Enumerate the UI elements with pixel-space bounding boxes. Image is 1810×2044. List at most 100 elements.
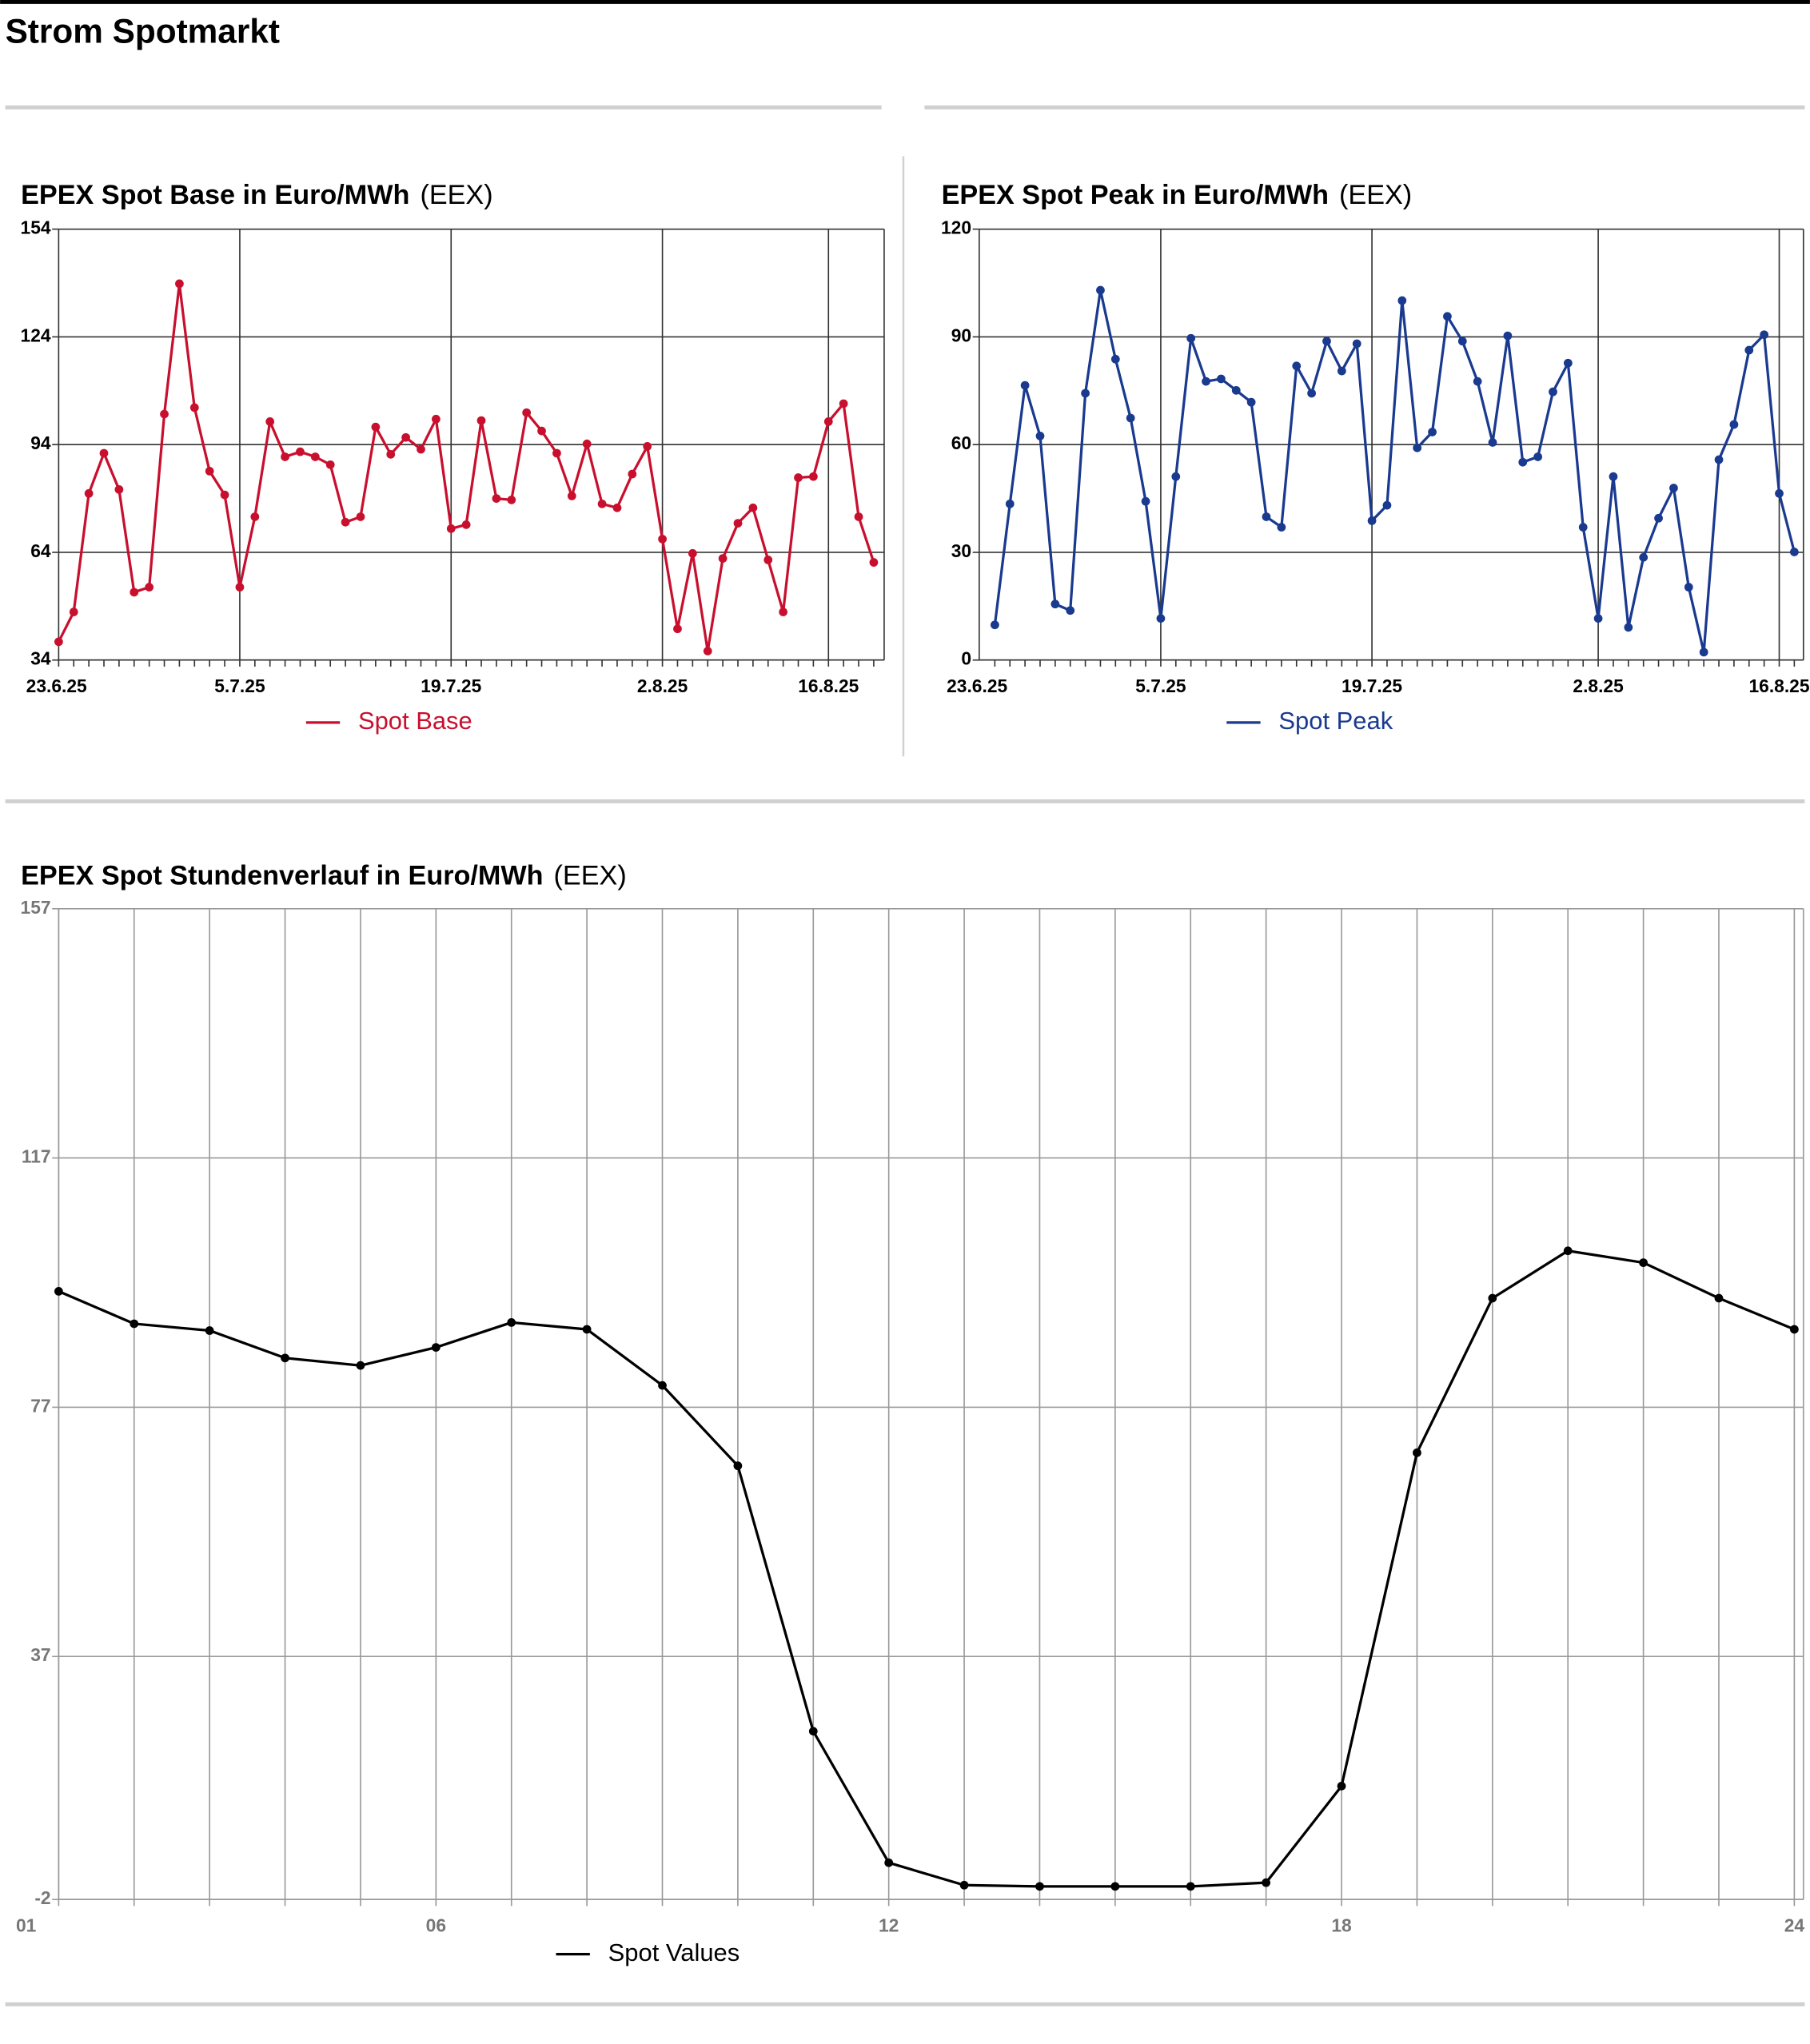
y-tick-label: 94 <box>30 432 51 453</box>
data-point <box>794 473 803 482</box>
data-point <box>779 608 788 616</box>
data-point <box>431 1343 441 1352</box>
data-point <box>476 416 486 425</box>
data-point <box>341 517 350 527</box>
data-point <box>160 409 169 419</box>
data-point <box>1684 583 1693 592</box>
data-point <box>1005 499 1015 508</box>
data-point <box>1729 420 1739 429</box>
separator <box>5 2002 1805 2006</box>
data-point <box>823 417 833 426</box>
data-point <box>507 495 516 504</box>
data-point <box>1563 1246 1573 1256</box>
data-point <box>1156 614 1166 623</box>
data-point <box>1488 1293 1497 1303</box>
x-tick-label: 23.6.25 <box>947 675 1007 696</box>
data-point <box>1096 285 1105 295</box>
data-point <box>507 1318 516 1327</box>
data-point <box>130 588 139 597</box>
data-point <box>189 403 199 412</box>
data-point <box>1051 600 1060 609</box>
data-point <box>235 583 245 592</box>
data-point <box>265 417 275 426</box>
data-point <box>1397 296 1407 305</box>
data-point <box>1639 1258 1648 1267</box>
data-point <box>809 472 818 481</box>
data-point <box>310 452 320 461</box>
data-point <box>1428 428 1437 436</box>
top-rule <box>0 0 1810 4</box>
x-tick-label: 06 <box>426 1915 446 1935</box>
data-point <box>1563 358 1573 368</box>
data-point <box>1744 345 1754 355</box>
x-tick-label: 19.7.25 <box>421 675 481 696</box>
data-point <box>1699 647 1708 657</box>
data-point <box>1549 387 1557 396</box>
y-tick-label: 117 <box>22 1146 51 1167</box>
chart-title-main: EPEX Spot Peak in Euro/MWh <box>942 180 1329 210</box>
data-point <box>1503 331 1513 341</box>
series-line <box>58 1249 1795 1888</box>
data-point <box>130 1319 139 1329</box>
data-point <box>1790 548 1799 556</box>
data-point <box>1639 552 1649 562</box>
data-point <box>1292 361 1302 371</box>
data-point <box>1518 457 1528 467</box>
data-point <box>114 484 124 494</box>
data-point <box>1760 330 1769 340</box>
separator <box>5 105 882 110</box>
data-point <box>84 488 94 498</box>
y-tick-label: 37 <box>30 1644 50 1665</box>
y-tick-label: 34 <box>30 648 51 669</box>
data-point <box>552 448 561 458</box>
data-point <box>145 583 154 592</box>
data-point <box>703 647 712 655</box>
y-tick-label: 154 <box>21 217 51 238</box>
data-point <box>1413 443 1422 452</box>
chart-title: EPEX Spot Peak in Euro/MWh (EEX) <box>942 180 1413 210</box>
data-point <box>658 534 667 544</box>
data-point <box>1141 496 1150 506</box>
y-tick-label: 77 <box>30 1395 50 1416</box>
data-point <box>1035 432 1045 440</box>
data-point <box>1714 455 1724 464</box>
data-point <box>688 548 697 558</box>
data-point <box>1457 337 1467 346</box>
data-point <box>1217 374 1226 384</box>
data-point <box>884 1858 894 1867</box>
data-point <box>1488 438 1497 447</box>
data-point <box>612 503 622 512</box>
data-point <box>281 452 289 461</box>
data-point <box>54 1287 63 1296</box>
data-point <box>492 494 501 503</box>
legend-label: Spot Base <box>358 707 472 735</box>
separator <box>902 156 905 757</box>
data-point <box>1246 397 1256 407</box>
data-point <box>281 1353 289 1363</box>
data-point <box>763 556 773 564</box>
y-tick-label: 60 <box>951 432 971 453</box>
data-point <box>401 432 410 442</box>
data-point <box>1262 512 1271 521</box>
legend-label: Spot Peak <box>1278 707 1393 735</box>
data-point <box>1352 339 1361 349</box>
series-line <box>57 283 875 651</box>
data-point <box>1231 385 1241 395</box>
x-tick-label: 2.8.25 <box>1573 675 1624 696</box>
y-tick-label: 120 <box>941 217 971 238</box>
data-point <box>1126 413 1135 423</box>
data-point <box>748 503 758 512</box>
data-point <box>1533 452 1542 461</box>
data-point <box>371 422 381 432</box>
x-tick-label: 5.7.25 <box>1135 675 1186 696</box>
data-point <box>1775 488 1784 498</box>
data-point <box>1186 333 1196 343</box>
y-tick-label: 64 <box>30 540 51 561</box>
x-tick-label: 16.8.25 <box>798 675 859 696</box>
x-tick-label: 01 <box>16 1915 37 1935</box>
chart-title: EPEX Spot Base in Euro/MWh (EEX) <box>21 180 492 210</box>
data-point <box>1186 1882 1195 1891</box>
data-point <box>1081 388 1090 398</box>
